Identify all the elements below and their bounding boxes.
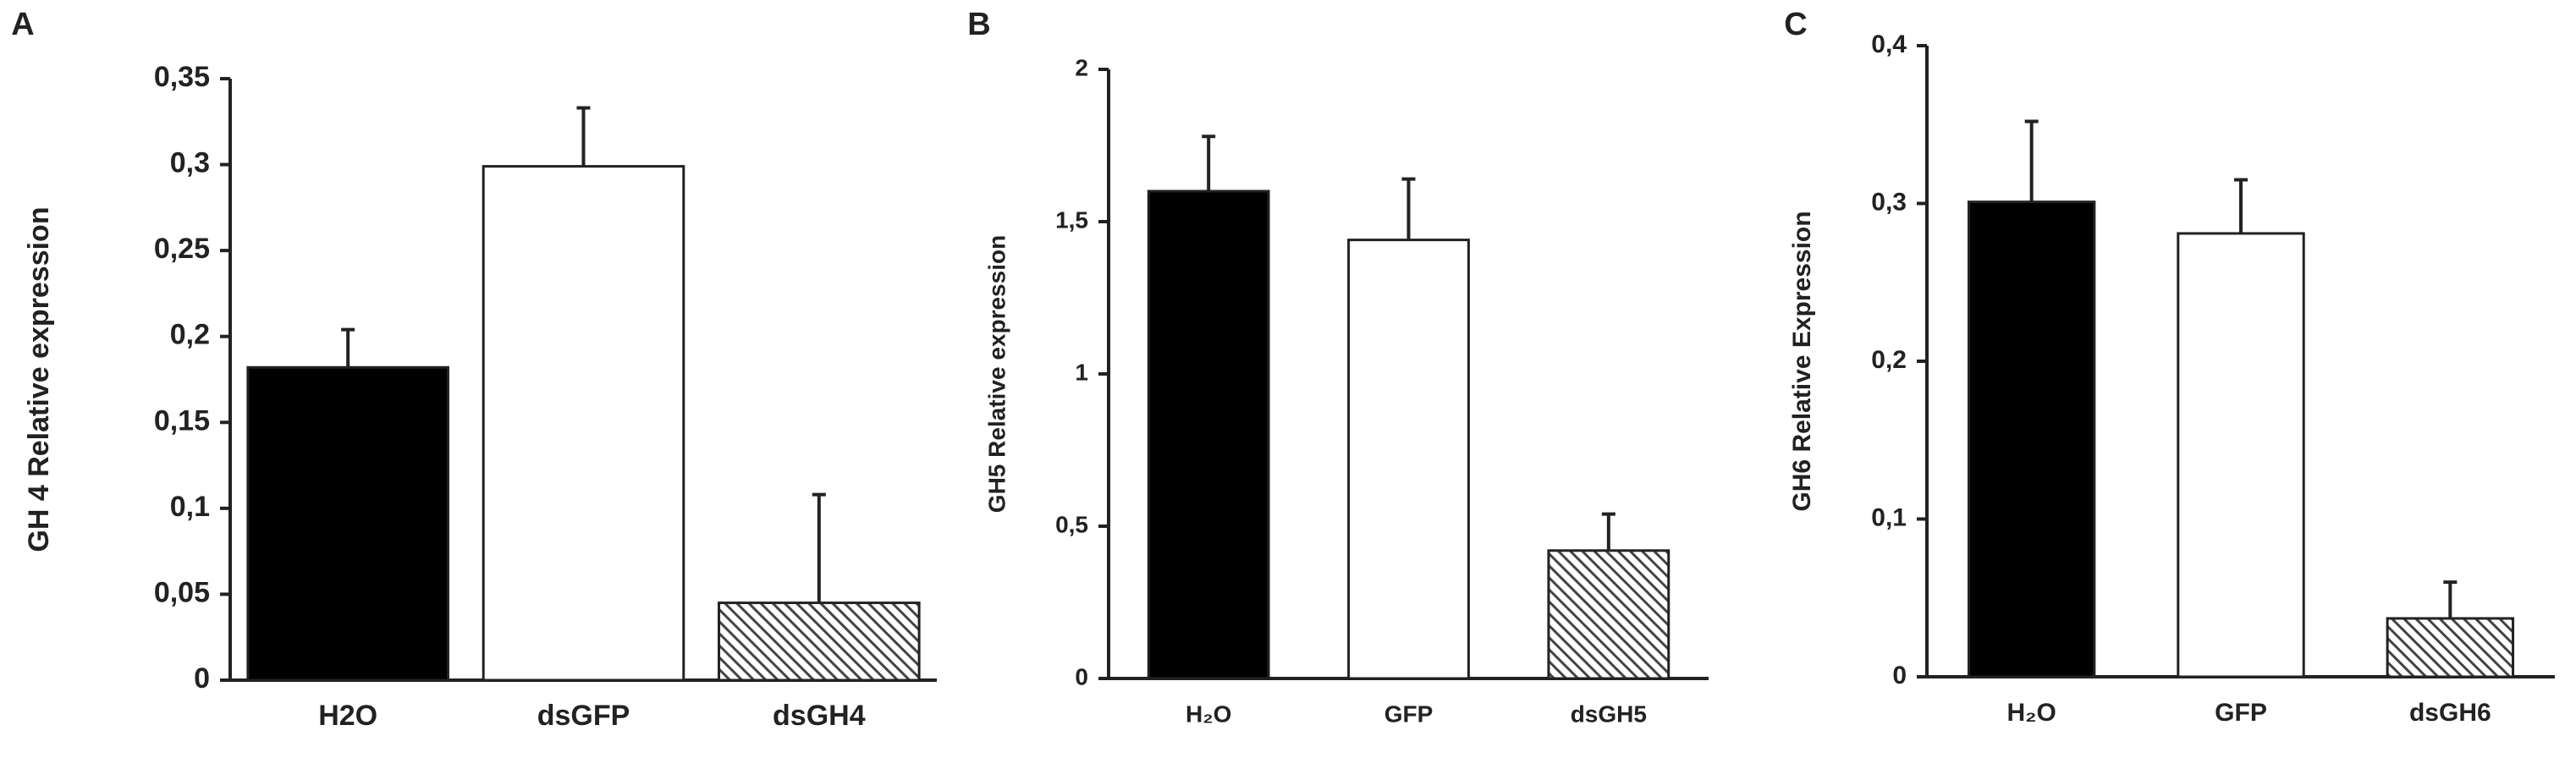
y-tick-label: 0,4	[1871, 30, 1907, 58]
y-axis-label: GH 4 Relative expression	[23, 206, 55, 552]
y-tick-label: 0,15	[154, 404, 210, 437]
x-tick-label: dsGH4	[773, 700, 866, 732]
y-tick-label: 0,2	[1871, 346, 1907, 374]
y-tick-label: 0	[1075, 663, 1088, 689]
bar	[482, 165, 685, 682]
y-tick-label: 0	[1892, 662, 1907, 689]
x-tick-label: dsGH6	[2409, 699, 2491, 727]
x-tick-label: H2O	[318, 700, 377, 732]
y-tick-label: 0,25	[154, 233, 210, 265]
y-tick-label: 0	[194, 662, 210, 695]
y-tick-label: 0,1	[170, 491, 210, 523]
bar	[2386, 617, 2515, 678]
bar	[1347, 239, 1470, 680]
y-tick-label: 0,3	[170, 147, 210, 179]
y-axis-label: GH5 Relative expression	[983, 235, 1010, 513]
y-tick-label: 2	[1075, 54, 1088, 80]
x-tick-label: GFP	[1384, 700, 1434, 727]
y-tick-label: 1,5	[1055, 206, 1088, 233]
y-tick-label: 0,2	[170, 319, 210, 351]
bar	[246, 365, 449, 682]
y-tick-label: 1	[1075, 359, 1088, 385]
x-tick-label: dsGH5	[1571, 700, 1647, 727]
x-tick-label: H₂O	[2006, 699, 2056, 727]
y-axis-label: GH6 Relative Expression	[1788, 211, 1816, 511]
bar	[1147, 190, 1270, 680]
panel-label: C	[1784, 7, 1807, 42]
bar	[1967, 200, 2096, 678]
x-tick-label: H₂O	[1186, 700, 1231, 727]
y-tick-label: 0,5	[1055, 511, 1088, 537]
y-tick-label: 0,35	[154, 61, 210, 93]
bar	[1547, 549, 1671, 680]
y-tick-label: 0,05	[154, 576, 210, 608]
bar	[718, 601, 921, 682]
x-tick-label: GFP	[2215, 699, 2267, 727]
bar	[2177, 232, 2305, 678]
panel-label: B	[967, 7, 990, 42]
y-tick-label: 0,3	[1871, 188, 1907, 216]
panel-label: A	[11, 7, 34, 42]
x-tick-label: dsGFP	[537, 700, 630, 732]
y-tick-label: 0,1	[1871, 503, 1907, 531]
